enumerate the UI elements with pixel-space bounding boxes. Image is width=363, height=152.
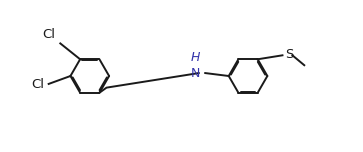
- Text: H: H: [190, 51, 200, 64]
- Text: Cl: Cl: [42, 28, 55, 41]
- Text: N: N: [190, 67, 200, 79]
- Text: Cl: Cl: [32, 78, 45, 91]
- Text: S: S: [285, 48, 294, 61]
